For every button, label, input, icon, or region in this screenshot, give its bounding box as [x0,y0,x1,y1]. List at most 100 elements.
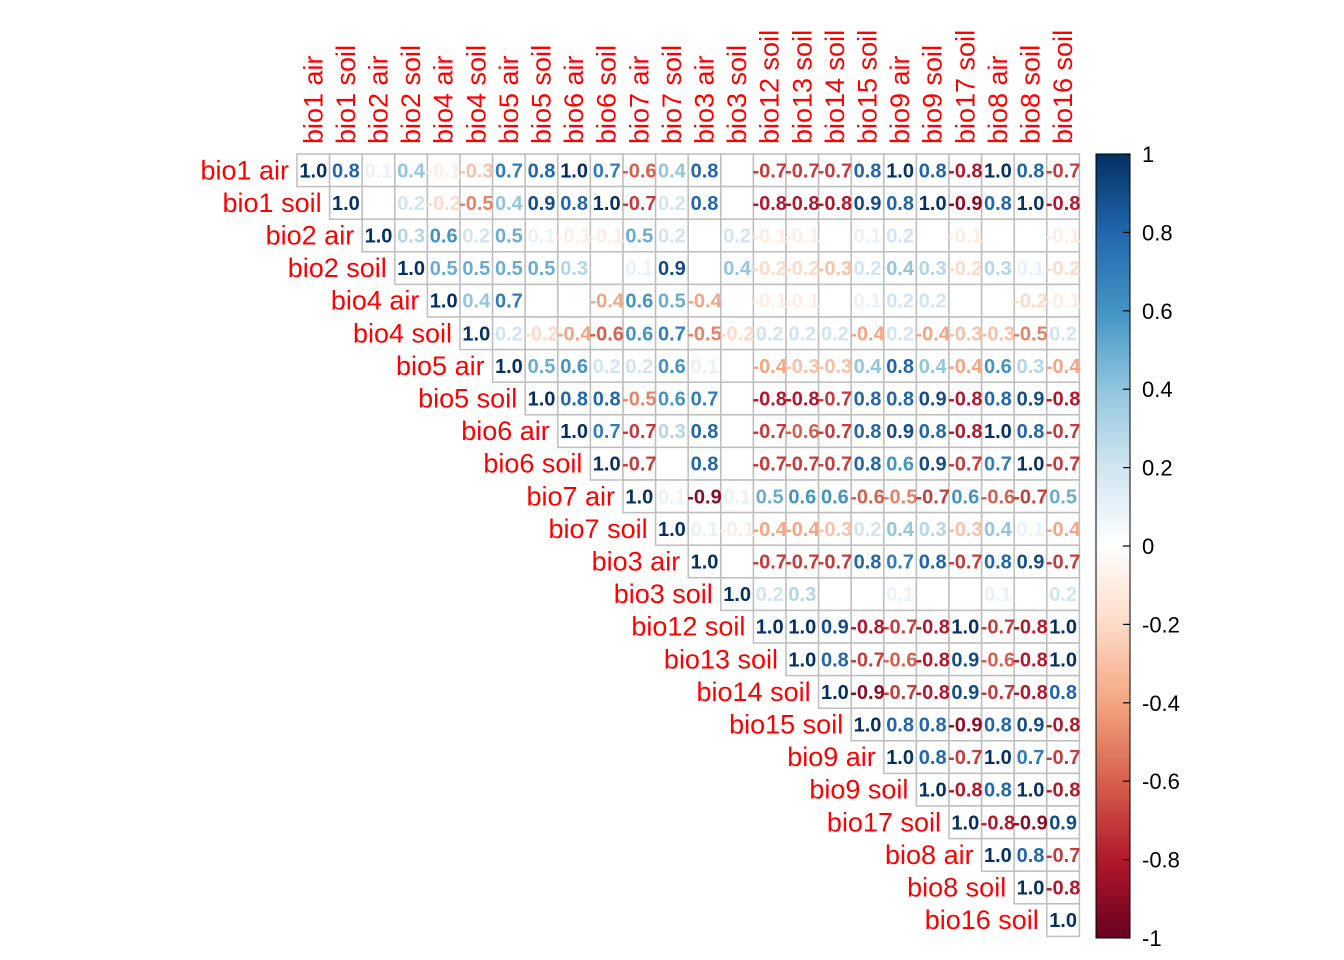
value-label: -0.7 [752,160,786,182]
value-label: -0.7 [818,389,852,411]
value-label: -0.7 [1013,486,1047,508]
heatmap-cell [459,316,494,351]
value-label: 1.0 [886,747,914,769]
column-label: bio1 air [298,55,328,144]
value-label: 0.0 [919,226,947,248]
heatmap-cell [817,674,852,709]
value-label: 0.3 [397,226,425,248]
value-label: -0.7 [785,160,819,182]
row-label: bio8 soil [907,873,1006,903]
heatmap-cell [915,348,950,383]
value-label: 0.9 [528,193,556,215]
heatmap-cell [654,414,689,449]
heatmap-cell [589,153,624,188]
value-label: 0.7 [658,323,686,345]
value-label: -0.1 [589,226,623,248]
value-label: 1.0 [788,617,816,639]
column-label: bio7 soil [657,45,687,144]
heatmap-cell [654,479,689,514]
value-label: 1.0 [984,160,1012,182]
value-label: 0.8 [1017,421,1045,443]
value-label: -0.8 [785,193,819,215]
value-label: 0.9 [1049,812,1077,834]
column-label: bio2 soil [396,45,426,144]
value-label: -0.7 [752,552,786,574]
value-label: 0.0 [951,291,979,313]
value-label: 0.0 [723,552,751,574]
value-label: 0.2 [756,323,784,345]
value-label: 0.5 [495,258,523,280]
row-label: bio8 air [885,840,974,870]
heatmap-cell [720,511,755,546]
value-label: 0.2 [756,584,784,606]
value-label: 0.8 [919,160,947,182]
row-label: bio14 soil [697,677,811,707]
heatmap-cell [1046,577,1081,612]
heatmap-cell [524,348,559,383]
value-label: 1.0 [560,421,588,443]
heatmap-cell [1013,251,1048,286]
column-label: bio15 soil [853,30,883,144]
heatmap-cell [948,740,983,775]
value-label: 0.6 [560,356,588,378]
value-label: 0.8 [886,389,914,411]
heatmap-cell [915,609,950,644]
value-label: -0.6 [981,649,1015,671]
heatmap-cell [720,218,755,253]
heatmap-cell [1013,316,1048,351]
heatmap-cell [459,251,494,286]
heatmap-cell [752,544,787,579]
value-label: 1.0 [332,193,360,215]
column-label: bio9 air [885,55,915,144]
value-label: 0.0 [691,258,719,280]
value-label: 0.8 [528,160,556,182]
value-label: -0.6 [589,323,623,345]
value-label: -0.8 [981,812,1015,834]
value-label: 1.0 [821,682,849,704]
heatmap-cell [785,511,820,546]
value-label: 0.5 [528,356,556,378]
value-label: -0.7 [622,454,656,476]
value-label: 1.0 [495,356,523,378]
value-label: 1.0 [1049,649,1077,671]
heatmap-cell [1046,414,1081,449]
heatmap-cell [883,251,918,286]
heatmap-cell [948,642,983,677]
value-label: -0.5 [622,389,656,411]
heatmap-cell [361,218,396,253]
value-label: 0.0 [821,584,849,606]
value-label: -0.1 [720,519,754,541]
heatmap-cell [720,577,755,612]
heatmap-cell [1046,642,1081,677]
column-label: bio8 soil [1016,45,1046,144]
value-label: 1.0 [365,226,393,248]
value-label: -0.8 [785,389,819,411]
value-label: 0.5 [658,291,686,313]
value-label: -0.8 [1013,617,1047,639]
column-label: bio5 air [494,55,524,144]
value-label: -0.3 [459,160,493,182]
value-label: 0.9 [951,649,979,671]
value-label: 0.8 [854,389,882,411]
value-label: -0.4 [752,356,787,378]
heatmap-cell [1013,218,1048,253]
heatmap-cell [524,153,559,188]
value-label: 1.0 [854,715,882,737]
value-label: -0.8 [1046,715,1080,737]
value-label: -0.6 [850,486,884,508]
row-label: bio2 air [266,221,355,251]
row-label: bio5 soil [418,384,517,414]
value-label: -0.7 [850,649,884,671]
value-label: 0.7 [593,421,621,443]
value-label: 1.0 [658,519,686,541]
value-label: -0.2 [752,258,786,280]
value-label: 0.0 [723,193,751,215]
value-label: -0.7 [1046,454,1080,476]
value-label: -0.8 [1046,389,1080,411]
value-label: -0.8 [948,160,982,182]
heatmap-cell [915,707,950,742]
value-label: 0.2 [658,226,686,248]
value-label: 1.0 [299,160,327,182]
heatmap-cell [785,609,820,644]
